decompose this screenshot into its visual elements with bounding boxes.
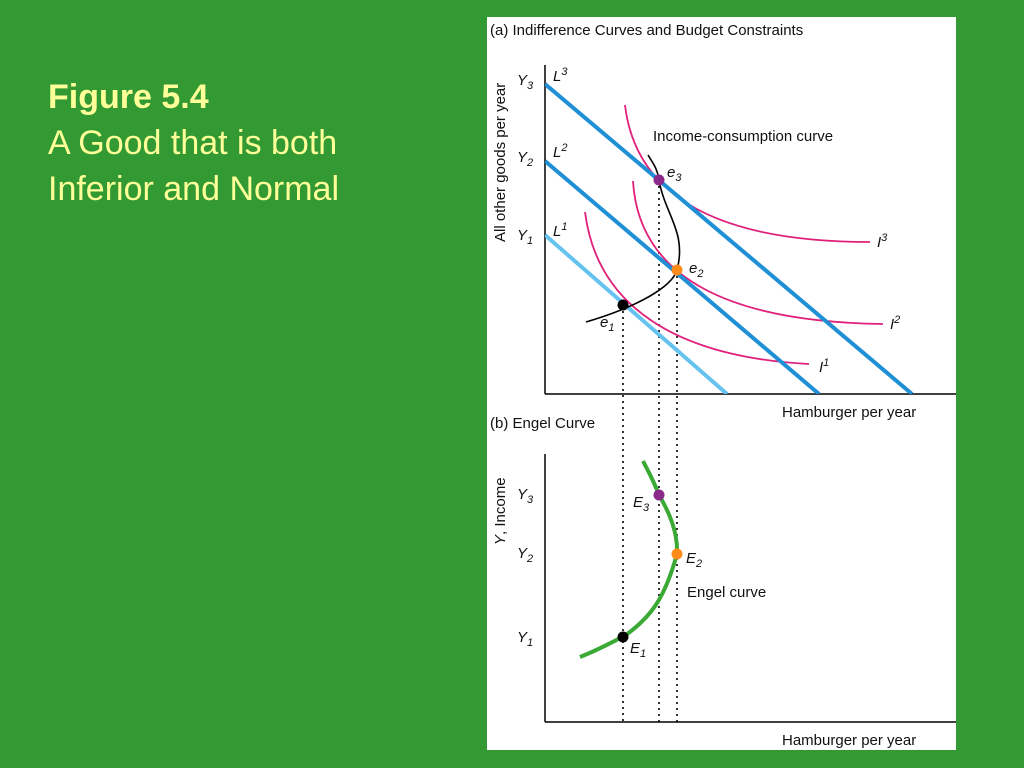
figure-panel: (a) Indifference Curves and Budget Const… [487,17,956,750]
slide-heading: Figure 5.4 A Good that is both Inferior … [48,74,339,212]
equilibrium-point-e2 [671,264,683,276]
figure-number: Figure 5.4 [48,78,209,116]
figure-svg: (a) Indifference Curves and Budget Const… [490,22,956,749]
label-E1: E1 [630,640,646,660]
panel-b-y-axis-title: Y, Income [492,477,509,545]
label-y3-b: Y3 [517,486,534,506]
equilibrium-point-e1 [617,299,629,311]
panel-a-x-axis-title: Hamburger per year [782,404,916,421]
label-e1: e1 [600,314,614,334]
budget-line-3 [545,82,914,394]
panel-b-title: (b) Engel Curve [490,415,595,432]
label-y1-a: Y1 [517,227,533,247]
dotted-guides [622,180,678,722]
budget-line-2 [545,159,821,394]
panel-a-title: (a) Indifference Curves and Budget Const… [490,22,803,39]
figure-subtitle-line2: Inferior and Normal [48,170,340,208]
label-l3: L3 [553,66,568,85]
engel-point-e2 [671,548,683,560]
indifference-curve-2 [632,180,884,325]
budget-line-1 [545,233,729,394]
label-E2: E2 [686,550,702,570]
budget-lines [545,82,914,394]
label-l2: L2 [553,142,567,161]
label-i3: I3 [877,232,888,251]
label-y2-b: Y2 [517,545,533,565]
panel-b-x-axis-title: Hamburger per year [782,732,916,749]
label-i2: I2 [890,314,900,333]
income-consumption-curve [585,154,681,323]
income-consumption-label: Income-consumption curve [653,128,833,145]
label-i1: I1 [819,357,829,376]
label-y1-b: Y1 [517,629,533,649]
engel-curve [579,460,680,659]
figure-subtitle-line1: A Good that is both [48,124,338,162]
indifference-curve-3 [624,104,871,243]
label-l1: L1 [553,221,567,240]
label-y2-a: Y2 [517,149,533,169]
panel-a-y-axis-title: All other goods per year [492,83,509,242]
label-e2: e2 [689,260,703,280]
indifference-curve-1 [584,211,810,365]
label-e3: e3 [667,164,682,184]
engel-point-e1 [617,631,629,643]
engel-point-e3 [653,489,665,501]
label-y3-a: Y3 [517,72,534,92]
label-E3: E3 [633,494,650,514]
engel-curve-label: Engel curve [687,584,766,601]
equilibrium-point-e3 [653,174,665,186]
